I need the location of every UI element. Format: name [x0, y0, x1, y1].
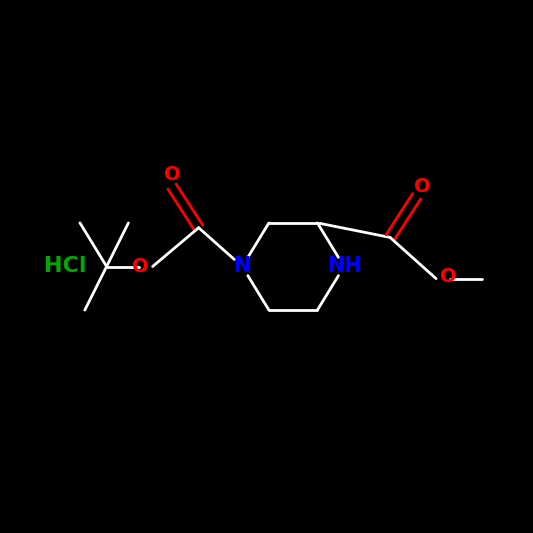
Text: O: O: [164, 165, 180, 184]
Text: O: O: [440, 266, 457, 286]
Text: O: O: [414, 177, 431, 196]
Text: O: O: [132, 257, 149, 276]
Text: NH: NH: [327, 256, 361, 277]
Text: HCl: HCl: [44, 256, 87, 277]
Text: N: N: [233, 256, 251, 277]
